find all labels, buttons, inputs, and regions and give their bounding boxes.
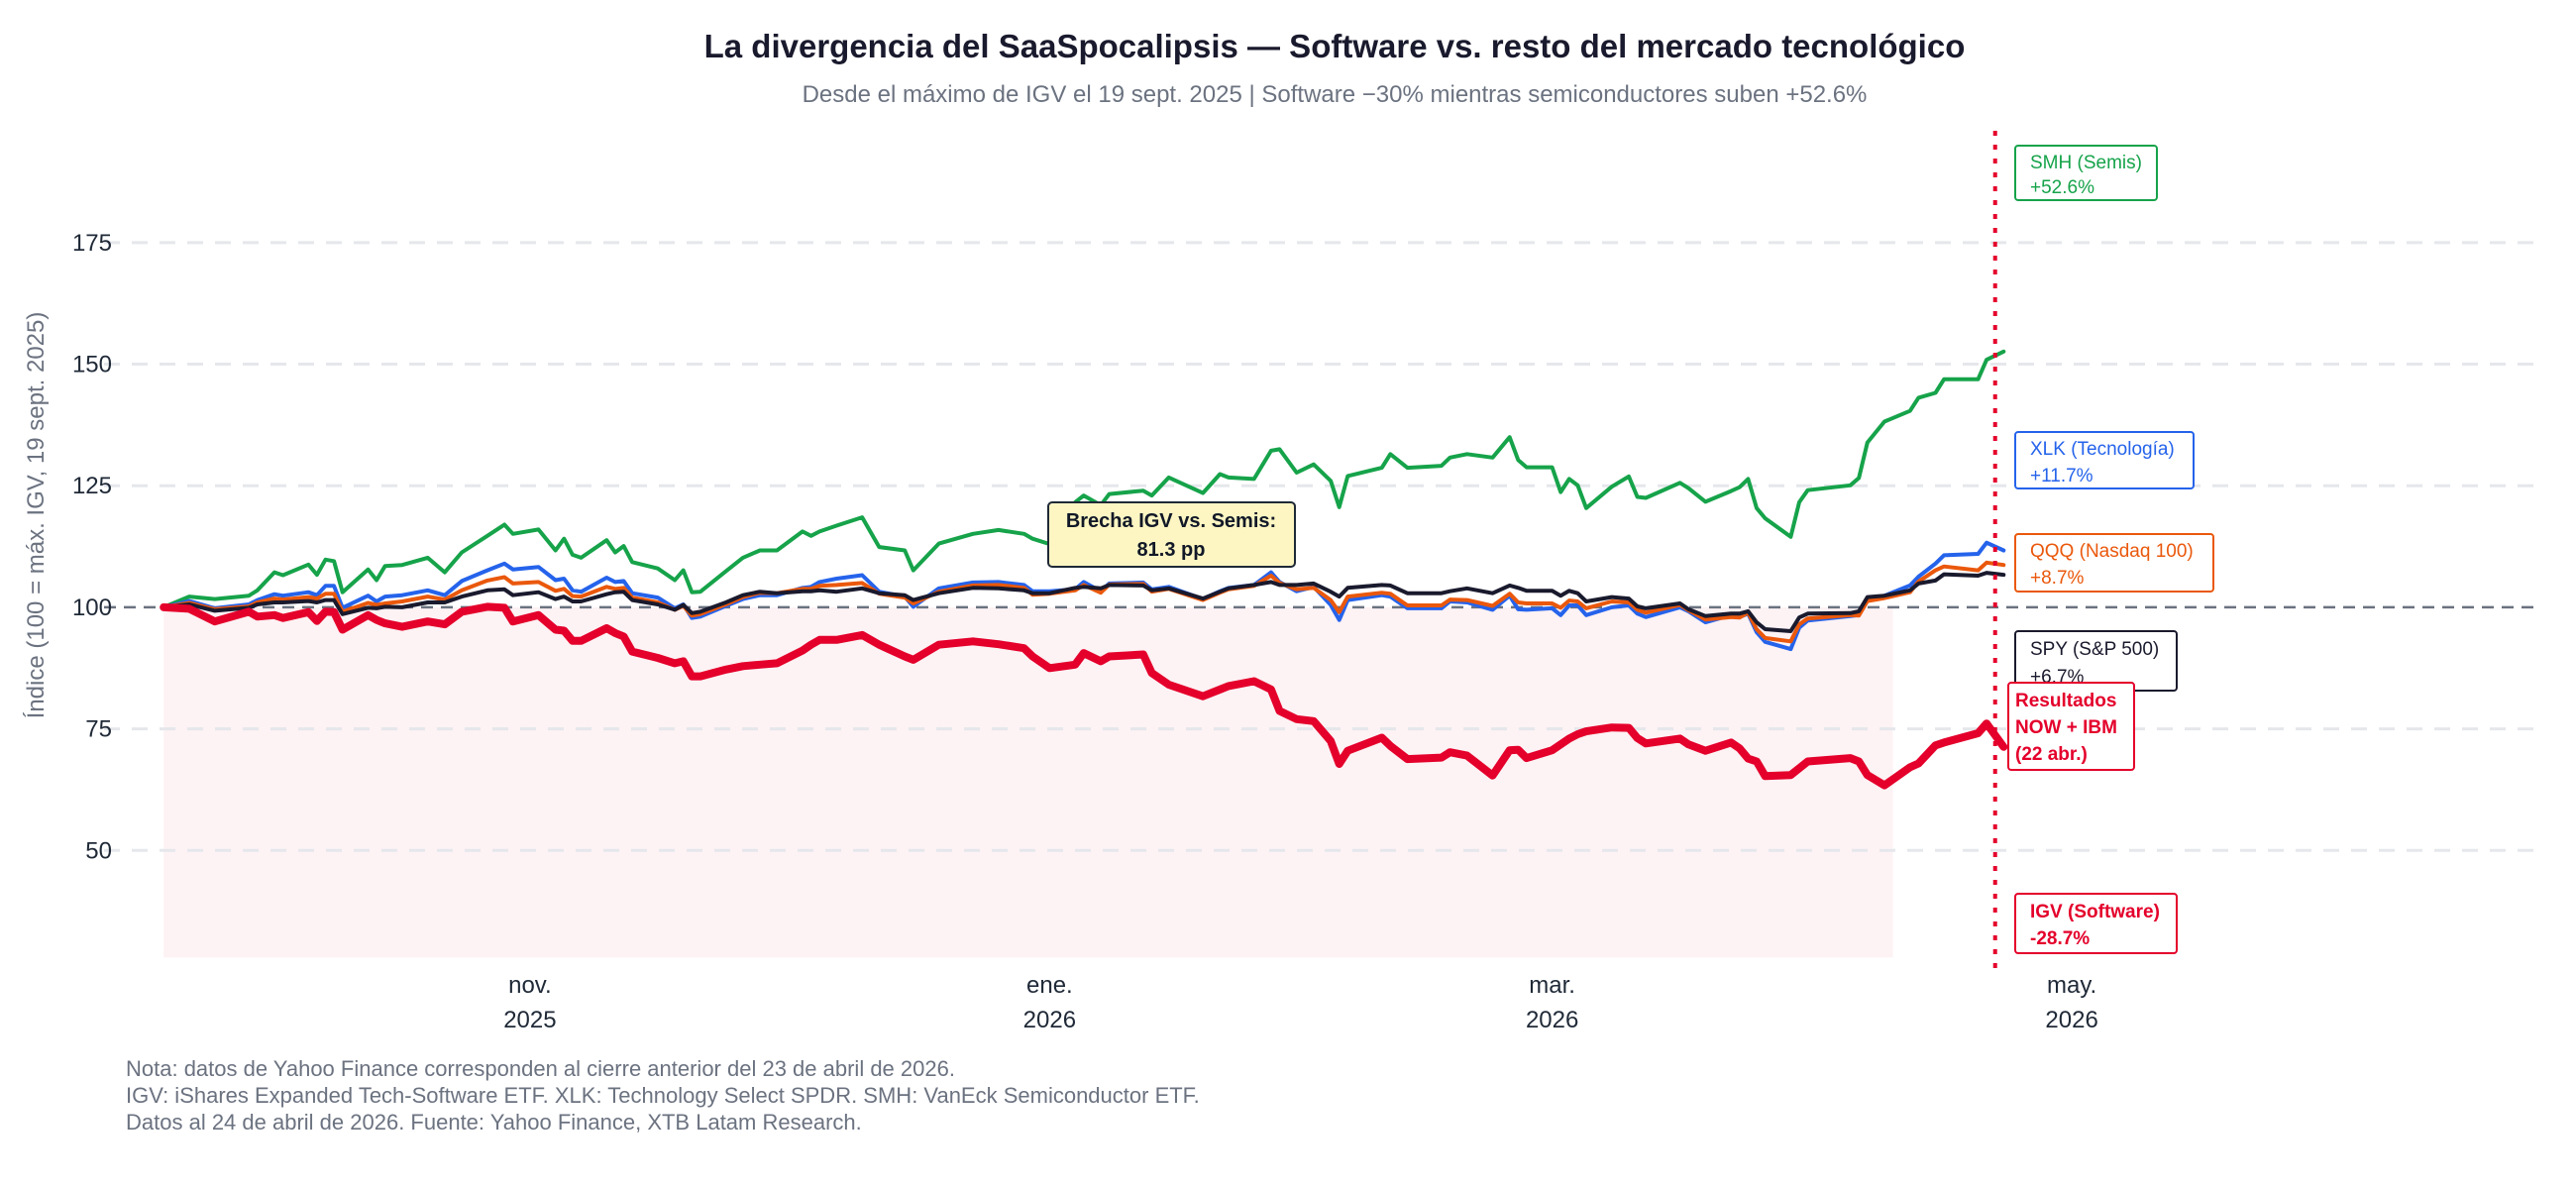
end-label-smh-name: SMH (Semis) <box>2030 153 2142 173</box>
end-label-qqq: QQQ (Nasdaq 100) +8.7% <box>2014 533 2214 593</box>
event-annotation-line3: (22 abr.) <box>2015 744 2088 765</box>
end-label-xlk: XLK (Tecnología) +11.7% <box>2014 431 2195 489</box>
end-label-xlk-value: +11.7% <box>2030 466 2093 486</box>
footnote-3: Datos al 24 de abril de 2026. Fuente: Ya… <box>126 1110 862 1135</box>
event-annotation-line2: NOW + IBM <box>2015 717 2117 738</box>
x-tick-month: may. <box>2047 972 2096 999</box>
series-line-qqq <box>161 560 2006 644</box>
y-tick-label: 150 <box>72 352 112 378</box>
end-label-smh: SMH (Semis) +52.6% <box>2014 145 2158 201</box>
x-tick-year: 2026 <box>1526 1007 1578 1033</box>
end-label-igv-value: -28.7% <box>2030 928 2090 949</box>
gap-annotation-box <box>1047 501 1296 568</box>
end-label-igv-name: IGV (Software) <box>2030 902 2160 922</box>
end-label-qqq-value: +8.7% <box>2030 568 2085 589</box>
end-label-qqq-name: QQQ (Nasdaq 100) <box>2030 541 2194 562</box>
end-label-igv: IGV (Software) -28.7% <box>2014 893 2178 954</box>
event-annotation: Resultados NOW + IBM (22 abr.) <box>2007 682 2135 771</box>
end-label-xlk-name: XLK (Tecnología) <box>2030 439 2175 460</box>
event-annotation-line1: Resultados <box>2015 691 2116 711</box>
y-tick-label: 75 <box>85 716 112 743</box>
y-axis-label: Índice (100 = máx. IGV, 19 sept. 2025) <box>23 312 50 719</box>
gap-annotation-value: 81.3 pp <box>1137 539 1206 561</box>
y-tick-label: 100 <box>72 594 112 621</box>
y-tick-label: 175 <box>72 230 112 257</box>
gap-annotation: Brecha IGV vs. Semis: 81.3 pp <box>1047 501 1296 568</box>
tick-layer: 50 75 100 125 150 175 nov. 2025 ene. 2026 mar. 2026… <box>72 230 2098 1033</box>
footnote-1: Nota: datos de Yahoo Finance corresponde… <box>126 1056 955 1081</box>
x-tick-month: nov. <box>508 972 552 999</box>
gap-annotation-title: Brecha IGV vs. Semis: <box>1066 510 1276 532</box>
end-label-smh-value: +52.6% <box>2030 177 2094 198</box>
chart-title: La divergencia del SaaSpocalipsis — Soft… <box>704 28 1966 64</box>
series-line-smh <box>161 349 2006 609</box>
x-tick-year: 2026 <box>1023 1007 1076 1033</box>
shaded-region-layer <box>163 606 1893 958</box>
footnote-2: IGV: iShares Expanded Tech-Software ETF.… <box>126 1083 1200 1108</box>
y-tick-label: 50 <box>85 837 112 864</box>
shaded-region <box>163 606 1893 958</box>
end-label-spy-name: SPY (S&P 500) <box>2030 639 2159 660</box>
series-line-spy <box>161 571 2006 633</box>
x-tick-month: mar. <box>1529 972 1575 999</box>
x-tick-year: 2026 <box>2045 1007 2097 1033</box>
chart-subtitle: Desde el máximo de IGV el 19 sept. 2025 … <box>803 81 1868 108</box>
series-line-igv <box>160 602 2008 790</box>
x-tick-month: ene. <box>1026 972 1073 999</box>
y-tick-label: 125 <box>72 473 112 499</box>
x-tick-year: 2025 <box>503 1007 556 1033</box>
